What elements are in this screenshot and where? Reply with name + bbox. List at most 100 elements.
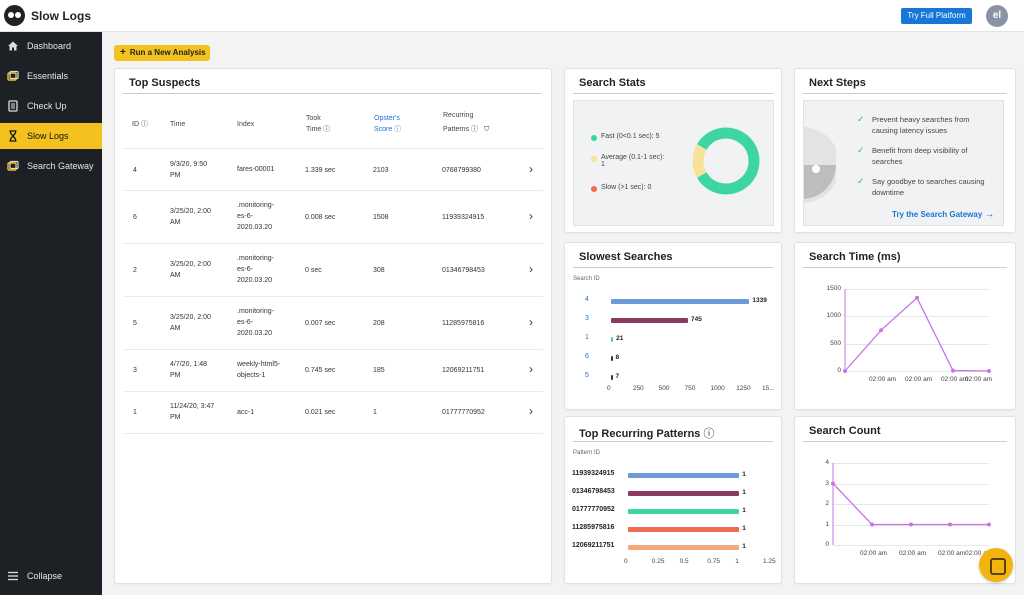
bar[interactable]	[628, 508, 740, 514]
card-title: Top Suspects	[129, 77, 201, 89]
collapse-button[interactable]: Collapse	[0, 570, 62, 582]
table-row[interactable]: 3 4/7/20, 1:48 PM weekly-html5- objects-1 0…	[115, 349, 553, 392]
data-point[interactable]	[870, 522, 874, 527]
bar[interactable]	[611, 298, 750, 304]
bar[interactable]	[628, 526, 740, 532]
cell-score: 308	[373, 266, 385, 274]
y-tick-label: 1500	[826, 285, 841, 292]
value-label: 1	[742, 506, 746, 514]
chat-support-button[interactable]	[979, 548, 1013, 582]
card-title: Search Stats	[579, 77, 646, 89]
table-row[interactable]: 5 3/25/20, 2:00 AM .monitoring- es-6- 2020…	[115, 296, 553, 350]
chevron-right-icon[interactable]: ›	[529, 362, 533, 376]
chevron-right-icon[interactable]: ›	[529, 404, 533, 418]
divider	[573, 441, 773, 442]
cell-id: 4	[133, 166, 137, 174]
data-point[interactable]	[987, 522, 991, 527]
card-title: Slowest Searches	[579, 251, 673, 263]
owl-logo-icon	[4, 5, 25, 26]
checkup-icon	[7, 100, 19, 112]
value-label: 7	[615, 372, 620, 380]
data-point[interactable]	[909, 522, 913, 527]
col-header-took-time[interactable]: Took Time ⓘ	[306, 115, 331, 133]
donut-slice-average[interactable]	[692, 144, 707, 178]
x-tick-label: 1	[735, 558, 739, 565]
chevron-right-icon[interactable]: ›	[529, 208, 533, 223]
bar[interactable]	[628, 490, 740, 496]
cell-index: .monitoring- es-6- 2020.03.20	[237, 202, 274, 231]
sidebar-item-essentials[interactable]: Essentials	[0, 63, 102, 89]
data-point[interactable]	[951, 368, 955, 373]
data-point[interactable]	[843, 369, 847, 373]
y-tick-label: 0	[837, 367, 841, 374]
bar[interactable]	[611, 317, 688, 323]
bar[interactable]	[628, 544, 740, 550]
try-search-gateway-link[interactable]: Try the Search Gateway →	[892, 209, 995, 220]
sidebar-item-search-gateway[interactable]: Search Gateway	[0, 153, 102, 179]
chevron-right-icon[interactable]: ›	[529, 314, 533, 329]
home-icon	[7, 40, 19, 52]
cell-index: fares-00001	[237, 166, 275, 173]
cell-pattern: 11939324915	[442, 213, 485, 221]
table-row[interactable]: 2 3/25/20, 2:00 AM .monitoring- es-6- 2020…	[115, 243, 553, 297]
table-row[interactable]: 6 3/25/20, 2:00 AM .monitoring- es-6- 2020…	[115, 190, 553, 244]
sidebar-item-label: Essentials	[27, 71, 69, 81]
table-row[interactable]: 1 11/24/20, 3:47 PM acc-1 0.021 sec 1 0177777…	[115, 391, 553, 434]
col-header-time[interactable]: Time	[170, 121, 186, 128]
info-icon: ⓘ	[140, 121, 148, 128]
data-point[interactable]	[948, 522, 952, 527]
value-label: 1	[742, 470, 746, 478]
x-tick-label: 02:00 am	[860, 550, 888, 557]
sidebar-item-check-up[interactable]: Check Up	[0, 93, 102, 119]
gridline	[833, 463, 989, 464]
data-point[interactable]	[915, 295, 919, 300]
chevron-right-icon[interactable]: ›	[529, 161, 533, 176]
filter-icon: ⛉	[483, 126, 490, 133]
category-label: 11285975816	[572, 524, 615, 531]
cell-score: 2103	[373, 166, 389, 174]
x-tick-label: 02:00 am	[869, 376, 897, 383]
sidebar-item-slow-logs[interactable]: Slow Logs	[0, 123, 102, 149]
y-tick-label: 0	[825, 541, 829, 548]
data-point[interactable]	[831, 481, 835, 486]
x-tick-label: 02:00 am	[899, 550, 927, 557]
bar[interactable]	[611, 374, 613, 380]
donut-slice-fast[interactable]	[696, 127, 760, 195]
cell-took-time: 0.007 sec	[305, 319, 336, 327]
gridline	[845, 289, 989, 290]
sidebar: Dashboard Essentials Check Up Slow Logs …	[0, 32, 102, 595]
data-point[interactable]	[879, 328, 883, 333]
col-header-index[interactable]: Index	[237, 121, 255, 128]
sidebar-item-dashboard[interactable]: Dashboard	[0, 33, 102, 59]
run-new-analysis-button[interactable]: + Run a New Analysis	[114, 45, 210, 61]
bar[interactable]	[611, 336, 614, 342]
cell-index: .monitoring- es-6- 2020.03.20	[237, 255, 274, 284]
category-label: 1	[585, 334, 589, 341]
col-header-score[interactable]: Opster's Score ⓘ	[374, 115, 402, 133]
chevron-right-icon[interactable]: ›	[529, 261, 533, 276]
x-tick-label: 1250	[736, 385, 751, 392]
divider	[123, 296, 543, 297]
card-title: Next Steps	[809, 77, 866, 89]
col-header-patterns[interactable]: Recurring Patterns ⓘ ⛉	[443, 112, 490, 133]
avatar[interactable]: el	[986, 5, 1008, 27]
bar[interactable]	[611, 355, 613, 361]
next-steps-card: Next Steps ✓ Prevent heavy searches from c…	[794, 68, 1016, 233]
next-step-item: ✓ Benefit from deep visibility of searches	[857, 145, 968, 166]
y-axis-label: Pattern ID	[573, 450, 601, 456]
check-icon: ✓	[857, 114, 865, 124]
table-row[interactable]: 4 9/3/20, 9:50 PM fares-00001 1.339 sec 2103…	[115, 149, 553, 191]
data-point[interactable]	[987, 369, 991, 373]
col-header-id[interactable]: ID ⓘ	[132, 121, 148, 128]
divider	[573, 93, 773, 94]
gridline	[845, 371, 989, 372]
bar[interactable]	[628, 472, 740, 478]
x-tick-label: 500	[658, 385, 670, 392]
value-label: 1	[742, 524, 746, 532]
sidebar-item-label: Check Up	[27, 101, 67, 111]
line-plot	[843, 289, 991, 373]
value-label: 1339	[752, 296, 767, 304]
try-full-platform-button[interactable]: Try Full Platform	[901, 8, 972, 24]
y-tick-label: 500	[830, 339, 841, 347]
cell-index: weekly-html5- objects-1	[237, 361, 281, 379]
